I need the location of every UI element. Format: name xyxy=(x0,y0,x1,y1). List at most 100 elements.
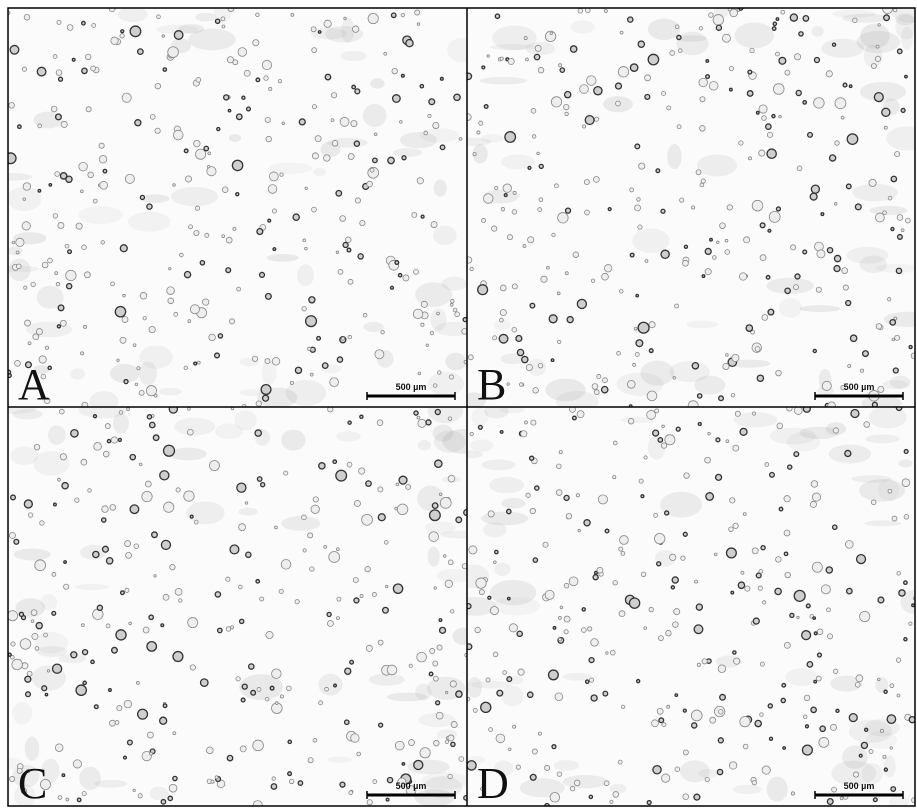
cell xyxy=(401,762,406,766)
cell xyxy=(755,110,760,115)
cell xyxy=(271,208,277,214)
cell xyxy=(848,84,853,89)
debris xyxy=(698,768,719,779)
cell xyxy=(154,127,161,134)
cell xyxy=(91,23,97,28)
cell xyxy=(75,222,83,230)
cell xyxy=(136,366,141,371)
debris xyxy=(149,786,169,801)
cell xyxy=(483,104,489,109)
cell xyxy=(408,663,413,668)
cell xyxy=(160,798,167,805)
cell xyxy=(267,218,272,223)
cell xyxy=(121,92,132,103)
debris xyxy=(647,18,680,41)
cell xyxy=(384,540,389,545)
cell xyxy=(428,531,439,542)
debris xyxy=(545,378,586,402)
cell xyxy=(90,65,96,72)
cell xyxy=(413,269,419,275)
cell xyxy=(694,579,698,584)
cell xyxy=(41,261,49,269)
cell xyxy=(425,419,432,426)
debris xyxy=(158,387,182,396)
cell xyxy=(221,234,226,238)
cell xyxy=(265,135,272,143)
cell xyxy=(563,629,569,635)
cell xyxy=(354,88,361,95)
cell xyxy=(530,108,537,114)
cell xyxy=(772,21,778,27)
debris xyxy=(766,277,814,294)
cell xyxy=(13,538,20,545)
cell xyxy=(386,776,394,784)
cell xyxy=(893,8,898,13)
cell xyxy=(81,401,89,407)
cell xyxy=(70,651,78,659)
panel-label: A xyxy=(18,360,50,409)
cell xyxy=(238,618,245,625)
panel-bg xyxy=(467,8,915,407)
cell xyxy=(85,53,92,61)
cell xyxy=(590,638,599,647)
debris xyxy=(895,14,915,40)
cell xyxy=(786,464,793,470)
cell xyxy=(235,676,241,682)
cell xyxy=(530,419,537,426)
debris xyxy=(609,783,627,794)
cell xyxy=(820,584,831,595)
cell xyxy=(324,686,329,692)
cell xyxy=(751,547,759,555)
cell xyxy=(877,677,881,682)
cell xyxy=(716,768,724,776)
cell xyxy=(255,400,262,407)
cell xyxy=(350,120,358,128)
cell xyxy=(8,610,19,622)
cell xyxy=(784,69,791,76)
cell xyxy=(478,120,484,126)
debris xyxy=(865,434,900,444)
debris xyxy=(821,38,864,58)
cell xyxy=(506,596,511,601)
cell xyxy=(644,93,651,101)
cell xyxy=(44,692,49,697)
cell xyxy=(584,679,590,685)
cell xyxy=(225,236,233,244)
panel-label: D xyxy=(477,759,509,808)
cell xyxy=(87,488,92,493)
cell xyxy=(55,69,63,76)
cell xyxy=(844,449,852,458)
cell xyxy=(357,253,364,260)
cell xyxy=(629,187,635,193)
cell xyxy=(343,719,350,726)
cell xyxy=(891,337,895,342)
cell xyxy=(30,619,35,624)
cell xyxy=(359,219,366,227)
cell xyxy=(468,545,478,555)
cell xyxy=(39,779,51,790)
cell xyxy=(699,96,706,103)
cell xyxy=(637,40,646,49)
cell xyxy=(81,244,87,251)
cell xyxy=(80,20,86,26)
cell xyxy=(845,540,854,549)
cell xyxy=(783,551,789,557)
cell xyxy=(682,531,688,537)
cell xyxy=(56,324,62,329)
cell xyxy=(855,674,864,683)
cell xyxy=(500,207,506,212)
cell xyxy=(247,663,255,670)
cell xyxy=(894,334,901,341)
cell xyxy=(8,152,17,165)
cell xyxy=(347,278,354,285)
cell xyxy=(330,118,335,123)
debris xyxy=(432,424,454,442)
cell xyxy=(139,194,146,201)
cell xyxy=(467,760,477,771)
cell xyxy=(663,510,670,516)
cell xyxy=(80,351,85,356)
cell xyxy=(488,727,494,733)
cell xyxy=(592,574,599,581)
cell xyxy=(831,42,837,47)
debris xyxy=(94,779,128,788)
